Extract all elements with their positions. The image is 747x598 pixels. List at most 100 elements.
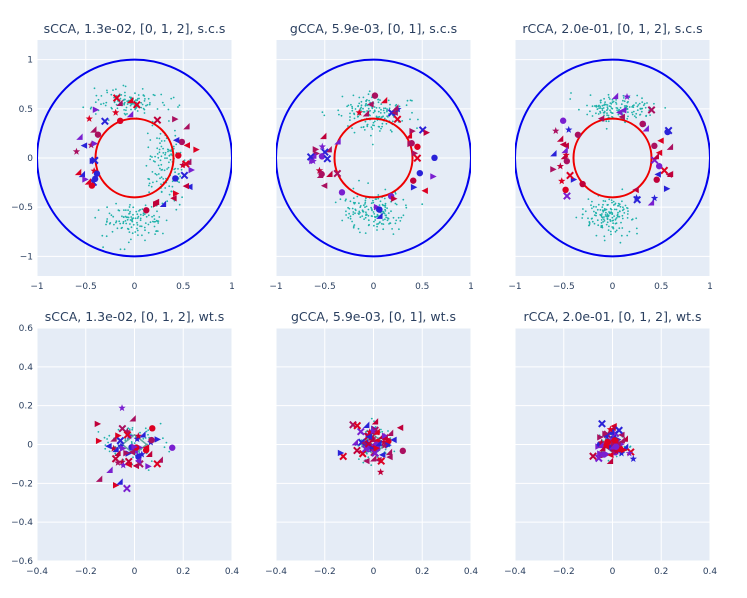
data-point	[123, 248, 126, 251]
variable-marker	[365, 433, 373, 440]
variable-marker	[91, 140, 99, 147]
x-tick-label: 1	[468, 282, 474, 292]
data-point	[372, 124, 374, 126]
variable-marker	[153, 459, 162, 468]
data-point	[126, 113, 128, 115]
variable-marker	[138, 450, 146, 458]
variable-marker	[385, 441, 392, 449]
data-point	[607, 120, 610, 123]
data-point	[159, 167, 161, 170]
variable-marker	[180, 171, 189, 180]
data-point	[351, 220, 353, 223]
variable-marker	[652, 152, 659, 160]
data-point	[621, 200, 623, 203]
data-point	[607, 203, 609, 206]
data-point	[116, 227, 119, 230]
data-point	[575, 216, 578, 219]
data-point	[363, 111, 366, 113]
data-point	[626, 217, 629, 219]
data-point	[151, 215, 154, 218]
x-tick-label: 0	[610, 282, 616, 292]
data-point	[137, 215, 140, 218]
data-point	[358, 202, 360, 205]
variable-marker	[598, 419, 606, 428]
variable-marker	[390, 436, 397, 444]
data-point	[127, 228, 130, 231]
data-point	[141, 103, 144, 106]
data-point	[129, 96, 131, 98]
variable-marker	[566, 171, 574, 180]
data-point	[174, 171, 177, 174]
data-point	[144, 222, 147, 225]
data-point	[154, 160, 156, 163]
variable-marker	[119, 461, 127, 469]
data-point	[171, 185, 174, 188]
variable-marker	[90, 156, 99, 165]
data-point	[130, 226, 133, 229]
data-point	[147, 231, 150, 234]
data-point	[631, 113, 634, 116]
data-point	[106, 206, 108, 209]
reference-circle	[94, 117, 175, 199]
data-point	[160, 176, 163, 179]
x-tick-label: 0.4	[225, 567, 240, 577]
data-point	[136, 213, 139, 216]
data-point	[167, 150, 169, 153]
data-point	[360, 104, 363, 107]
data-point	[377, 197, 380, 200]
data-point	[166, 168, 169, 170]
variable-marker	[358, 449, 367, 458]
data-point	[129, 210, 132, 213]
data-point	[321, 111, 324, 114]
data-point	[132, 456, 134, 459]
variable-marker	[320, 132, 327, 140]
data-point	[383, 204, 386, 207]
data-point	[377, 223, 380, 225]
data-point	[593, 105, 596, 107]
data-point	[593, 222, 596, 225]
data-point	[142, 94, 145, 96]
variable-marker	[410, 177, 417, 184]
data-point	[168, 185, 171, 188]
subplot-4: sCCA, 1.3e-02, [0, 1, 2], wt.s −0.4 −0.2 0 0…	[11, 309, 239, 577]
data-point	[159, 132, 162, 135]
data-point	[405, 104, 408, 107]
data-point	[621, 188, 624, 191]
data-point	[376, 213, 379, 216]
data-point	[638, 102, 641, 105]
variable-marker	[110, 444, 118, 452]
data-point	[366, 124, 369, 126]
data-point	[125, 222, 128, 225]
data-point	[389, 222, 392, 225]
data-point	[624, 204, 627, 207]
data-point	[165, 441, 168, 444]
data-point	[622, 94, 625, 97]
data-point	[364, 203, 366, 205]
data-point	[607, 93, 610, 96]
data-point	[627, 115, 629, 118]
variable-marker	[112, 108, 120, 116]
data-point	[603, 218, 605, 221]
variable-marker	[655, 162, 663, 170]
variable-marker	[309, 157, 317, 165]
data-point	[145, 104, 147, 107]
data-point	[97, 431, 100, 433]
data-point	[153, 221, 156, 223]
variable-marker	[623, 93, 631, 100]
data-point	[104, 444, 107, 446]
data-point	[610, 211, 613, 214]
data-point	[372, 199, 374, 202]
data-point	[605, 127, 608, 130]
variable-marker	[100, 117, 109, 126]
y-tick-label: 0.5	[19, 105, 33, 115]
data-point	[382, 109, 385, 112]
data-point	[376, 229, 378, 231]
data-point	[371, 107, 374, 110]
data-point	[631, 106, 633, 108]
data-point	[166, 200, 169, 203]
data-point	[400, 216, 403, 219]
y-tick-label: 0	[27, 441, 33, 451]
data-point	[365, 211, 367, 214]
variable-marker	[366, 428, 374, 436]
